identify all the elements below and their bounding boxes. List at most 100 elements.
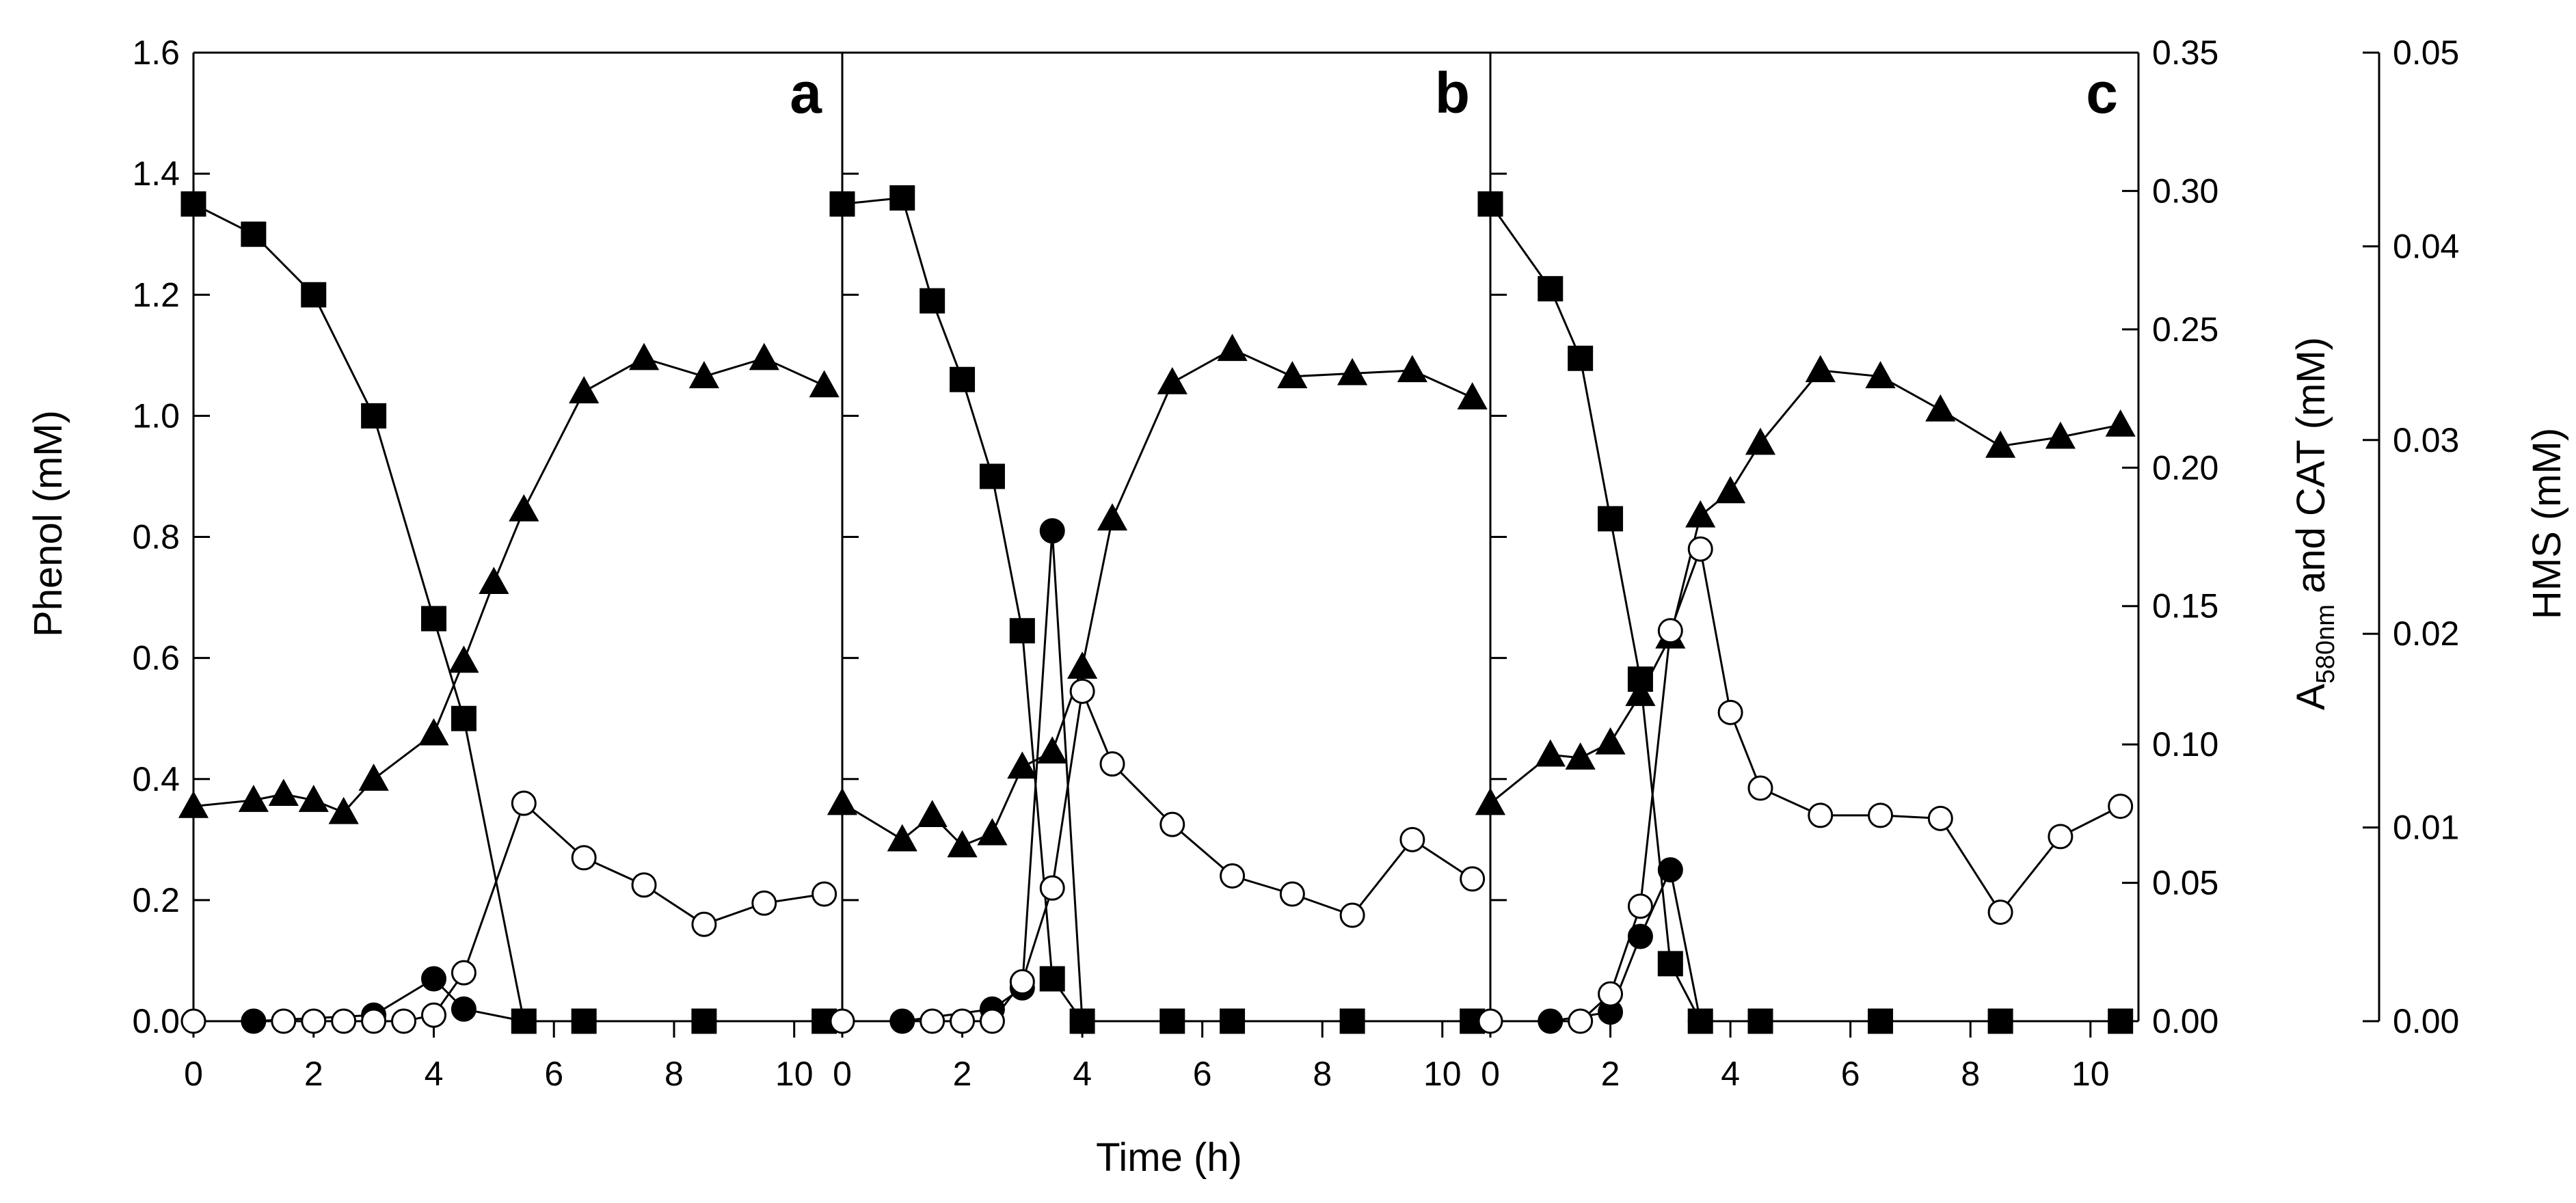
data-point-a580nm xyxy=(1067,651,1098,679)
data-point-a580nm xyxy=(1037,736,1068,764)
data-point-a580nm xyxy=(1865,361,1896,388)
data-point-hms xyxy=(1279,881,1305,907)
data-point-a580nm xyxy=(1397,355,1427,383)
x-tick-label: 6 xyxy=(1841,1055,1860,1093)
x-tick-label: 6 xyxy=(1193,1055,1212,1093)
panel-letter-a: a xyxy=(790,61,822,125)
data-point-hms xyxy=(811,881,837,907)
data-point-phenol xyxy=(1477,191,1503,217)
y-left-tick-label: 0.2 xyxy=(132,881,180,919)
series-a580nm xyxy=(1475,355,2136,815)
data-point-hms xyxy=(1477,1008,1503,1034)
data-point-hms xyxy=(1069,678,1095,704)
data-point-hms xyxy=(1657,618,1683,644)
axes-frame xyxy=(192,51,2380,1021)
data-point-hms xyxy=(1868,802,1894,828)
y-left-tick-label: 1.0 xyxy=(132,396,180,435)
y-left-tick-label: 1.2 xyxy=(132,275,180,314)
data-point-cat xyxy=(1687,1008,1713,1034)
data-point-hms xyxy=(1099,751,1125,777)
y-axis-title-a580-subscript: 580nm xyxy=(2311,604,2340,684)
data-point-phenol xyxy=(1598,506,1624,532)
data-point-a580nm xyxy=(1535,739,1566,767)
x-tick-label: 0 xyxy=(1481,1055,1500,1093)
data-point-a580nm xyxy=(1097,503,1128,531)
y-right1-tick-label: 0.20 xyxy=(2152,448,2218,487)
y-right2-tick-label: 0.05 xyxy=(2393,33,2459,72)
data-point-hms xyxy=(420,1002,446,1028)
data-point-a580nm xyxy=(1217,334,1248,362)
y-right1-tick-label: 0.05 xyxy=(2152,864,2218,902)
data-point-phenol xyxy=(829,191,855,217)
data-point-a580nm xyxy=(1277,361,1308,388)
series-line-phenol xyxy=(842,196,1473,1023)
series-line-phenol xyxy=(1489,203,2121,1023)
data-point-hms xyxy=(1039,875,1065,901)
data-point-hms xyxy=(511,790,537,816)
x-tick-label: 4 xyxy=(1073,1055,1092,1093)
data-point-a580nm xyxy=(947,830,978,858)
series-cat xyxy=(1538,857,1713,1034)
data-point-hms xyxy=(2108,794,2134,820)
data-point-a580nm xyxy=(688,361,719,388)
x-tick-label: 4 xyxy=(1721,1055,1740,1093)
data-point-a580nm xyxy=(418,718,449,746)
y-right2-tick-label: 0.04 xyxy=(2393,227,2459,265)
data-point-a580nm xyxy=(917,800,948,828)
x-tick-label: 10 xyxy=(1423,1055,1462,1093)
data-point-a580nm xyxy=(1337,357,1368,386)
data-point-phenol xyxy=(420,606,446,632)
data-point-a580nm xyxy=(1985,431,2016,458)
data-point-hms xyxy=(1627,893,1653,919)
data-point-hms xyxy=(1399,826,1425,852)
series-line-phenol xyxy=(193,203,824,1023)
data-point-phenol xyxy=(920,288,945,314)
data-point-hms xyxy=(391,1008,417,1034)
data-point-cat xyxy=(511,1008,537,1034)
y-axis-title-a580-main: A xyxy=(2289,684,2333,710)
data-point-a580nm xyxy=(628,342,660,370)
data-point-hms xyxy=(331,1008,357,1034)
series-line-cat xyxy=(1550,866,1702,1023)
series-line-hms xyxy=(842,687,1473,1023)
data-point-a580nm xyxy=(827,787,858,815)
series-line-cat xyxy=(902,530,1084,1023)
data-point-a580nm xyxy=(328,796,359,824)
data-point-hms xyxy=(631,872,657,898)
data-point-a580nm xyxy=(1595,727,1626,755)
data-point-hms xyxy=(751,890,777,916)
data-point-a580nm xyxy=(238,785,269,812)
data-point-hms xyxy=(301,1008,327,1034)
y-right2-tick-label: 0.01 xyxy=(2393,809,2459,847)
data-point-hms xyxy=(361,1008,387,1034)
data-point-phenol xyxy=(691,1008,717,1034)
data-point-hms xyxy=(1009,969,1035,995)
series-phenol xyxy=(180,191,837,1034)
data-point-hms xyxy=(1598,981,1624,1007)
series-line-hms xyxy=(1490,545,2121,1023)
panel-b: b xyxy=(827,61,1488,1034)
x-tick-label: 2 xyxy=(1601,1055,1620,1093)
y-right1-tick-label: 0.15 xyxy=(2152,587,2218,625)
panel-a: a xyxy=(178,61,840,1034)
data-point-a580nm xyxy=(1745,427,1776,455)
x-tick-label: 8 xyxy=(1313,1055,1332,1093)
data-point-a580nm xyxy=(1625,679,1656,706)
data-point-cat xyxy=(1657,857,1683,883)
data-point-cat xyxy=(1069,1008,1095,1034)
series-a580nm xyxy=(827,334,1488,858)
data-point-a580nm xyxy=(1685,500,1716,528)
data-point-a580nm xyxy=(1565,742,1596,770)
y-left-tick-label: 0.6 xyxy=(132,639,180,677)
data-point-hms xyxy=(1808,802,1834,828)
x-tick-label: 10 xyxy=(775,1055,814,1093)
x-tick-label: 8 xyxy=(1961,1055,1980,1093)
data-point-phenol xyxy=(1747,1008,1773,1034)
data-point-phenol xyxy=(361,403,387,429)
data-point-a580nm xyxy=(448,645,479,673)
data-point-hms xyxy=(1460,866,1486,892)
data-point-a580nm xyxy=(1457,382,1488,409)
data-point-a580nm xyxy=(1007,751,1038,779)
series-line-hms xyxy=(193,801,824,1023)
x-tick-label: 8 xyxy=(665,1055,684,1093)
